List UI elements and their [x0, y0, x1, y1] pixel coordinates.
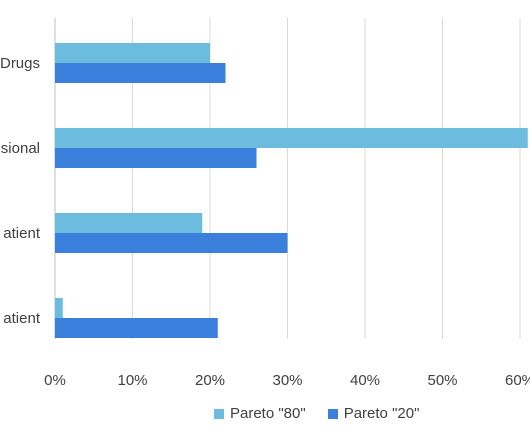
- bar: [55, 43, 210, 63]
- x-tick-label: 50%: [427, 372, 457, 389]
- bar: [55, 213, 203, 233]
- legend-swatch-pareto-80: [214, 408, 224, 419]
- category-label: atient: [3, 225, 41, 242]
- legend-label-pareto-20: Pareto "20": [343, 405, 420, 422]
- x-tick-label: 10%: [117, 372, 147, 389]
- x-tick-label: 60%: [505, 372, 530, 389]
- x-tick-label: 0%: [44, 372, 66, 389]
- legend: Pareto "80" Pareto "20": [214, 405, 419, 422]
- bar: [55, 318, 218, 338]
- bar: [55, 233, 288, 253]
- legend-swatch-pareto-20: [327, 408, 338, 419]
- x-tick-label: 40%: [350, 372, 380, 389]
- bar: [55, 128, 528, 148]
- legend-item-pareto-80: Pareto "80": [214, 405, 306, 422]
- bar: [55, 63, 226, 83]
- category-label: sional: [1, 140, 40, 157]
- x-tick-label: 20%: [195, 372, 225, 389]
- legend-item-pareto-20: Pareto "20": [327, 405, 420, 422]
- bar-chart: 0% 10% 20% 30% 40% 50% 60% Drugs sional atient ati…: [0, 18, 530, 389]
- bar: [55, 298, 63, 318]
- bar: [55, 148, 257, 168]
- category-label: atient: [3, 310, 41, 327]
- x-tick-label: 30%: [272, 372, 302, 389]
- legend-label-pareto-80: Pareto "80": [230, 405, 306, 422]
- category-label: Drugs: [0, 55, 40, 72]
